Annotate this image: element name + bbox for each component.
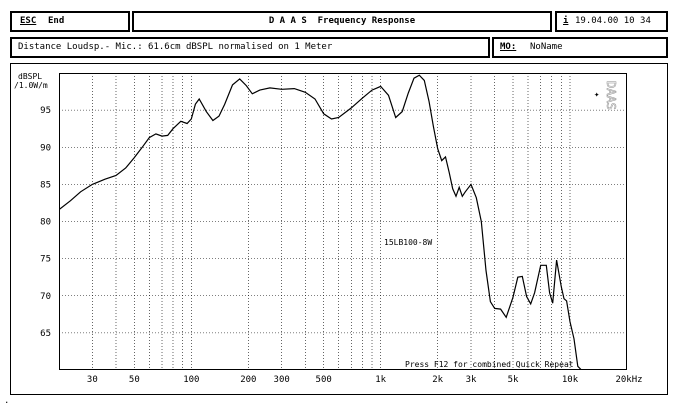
title-bar: D A A S Frequency Response: [132, 11, 552, 32]
y-unit-label: dBSPL: [18, 72, 43, 81]
y-tick-label: 80: [40, 218, 51, 228]
x-tick-label: 200: [240, 375, 256, 385]
date-time-text: 19.04.00 10 34: [575, 16, 651, 26]
end-label: End: [48, 16, 65, 26]
cursor-icon[interactable]: ✦: [594, 90, 600, 100]
measurement-info-bar: Distance Loudsp.- Mic.: 61.6cm dBSPL nor…: [10, 37, 490, 58]
y-tick-label: 65: [40, 329, 51, 339]
y-tick-label: 75: [40, 255, 51, 265]
y-tick-label: 85: [40, 180, 51, 190]
plot-area: [59, 73, 627, 370]
x-tick-label: 500: [316, 375, 332, 385]
measurement-info-text: Distance Loudsp.- Mic.: 61.6cm dBSPL nor…: [18, 42, 333, 52]
response-curve: [59, 74, 582, 370]
mo-field[interactable]: MO: NoName: [492, 37, 668, 58]
esc-key-label: ESC: [20, 16, 37, 26]
mo-key-label: MO:: [500, 42, 517, 52]
window-title: D A A S Frequency Response: [268, 16, 416, 26]
x-tick-label: 100: [183, 375, 199, 385]
hint-text: Press F12 for combined Quick Repeat: [405, 360, 574, 369]
end-button[interactable]: ESC End: [10, 11, 130, 32]
x-tick-label: 30: [87, 375, 98, 385]
x-tick-label: 10k: [562, 375, 579, 385]
x-tick-label: 1k: [375, 375, 386, 385]
info-date-field[interactable]: i 19.04.00 10 34: [555, 11, 668, 32]
x-tick-label: 2k: [432, 375, 443, 385]
curve-label: 15LB100-8W: [384, 238, 432, 247]
x-tick-label: 20kHz: [615, 375, 642, 385]
y-unit-sublabel: /1.0W/m: [14, 81, 48, 90]
x-tick-label: 50: [129, 375, 140, 385]
y-tick-label: 95: [40, 106, 51, 116]
plot-frame: [10, 63, 668, 395]
y-tick-label: 70: [40, 292, 51, 302]
x-tick-label: 300: [274, 375, 290, 385]
info-key-label: i: [563, 16, 569, 26]
mo-value: NoName: [530, 42, 563, 52]
status-dot: .: [4, 396, 10, 406]
x-tick-label: 3k: [466, 375, 477, 385]
frequency-response-chart[interactable]: 15LB100-8W Press F12 for combined Quick …: [59, 73, 627, 370]
y-tick-label: 90: [40, 143, 51, 153]
daas-logo: DAAS: [604, 81, 618, 110]
x-tick-label: 5k: [508, 375, 519, 385]
